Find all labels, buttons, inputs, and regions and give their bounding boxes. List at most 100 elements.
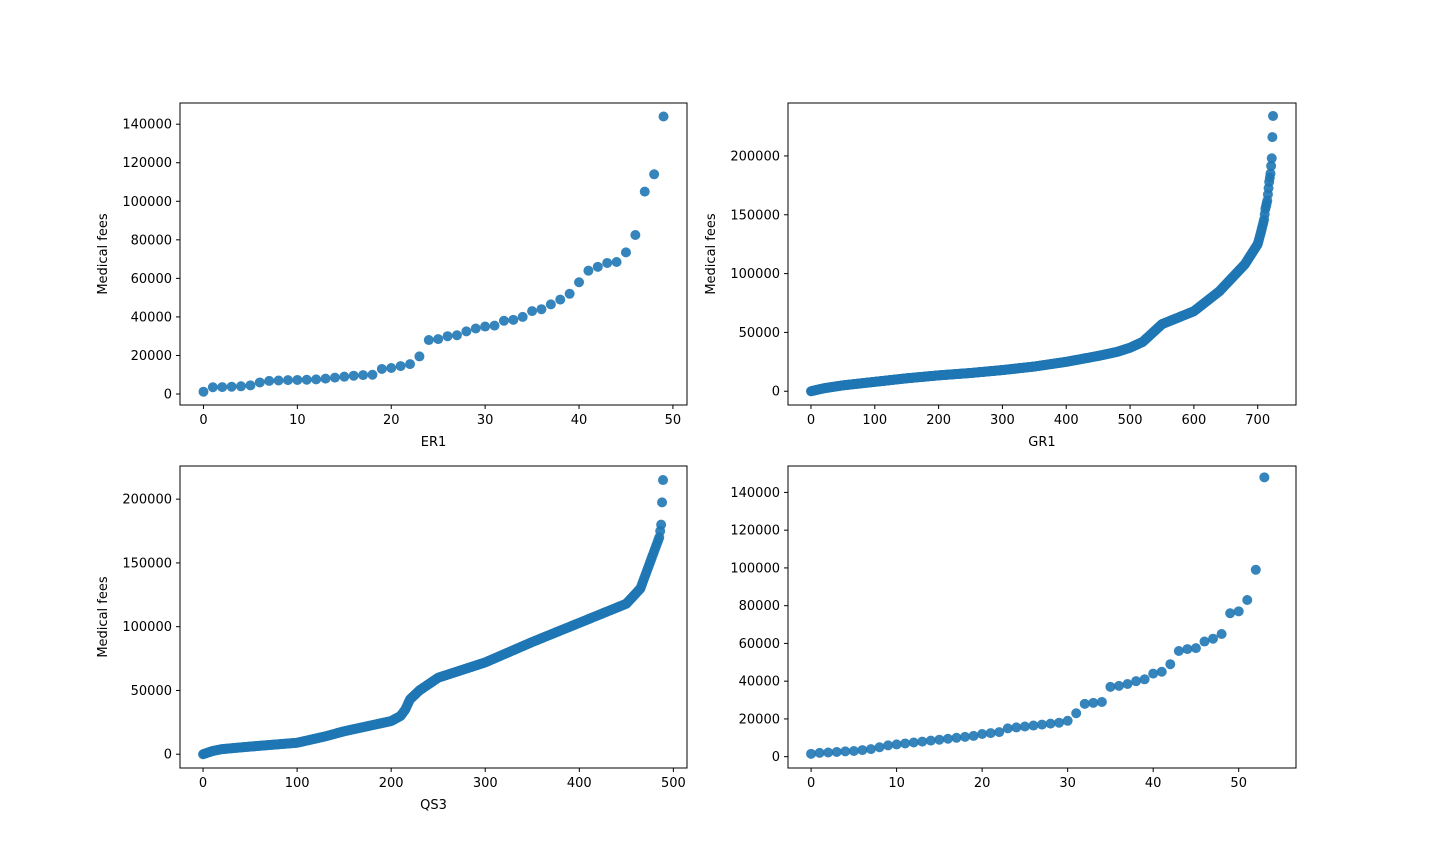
data-point (498, 315, 509, 326)
data-point (934, 734, 945, 745)
x-tick-label: 30 (477, 413, 494, 428)
data-point (555, 294, 566, 305)
data-point (1105, 681, 1116, 692)
data-point (386, 363, 397, 373)
data-point (1028, 720, 1039, 731)
data-point (1208, 633, 1219, 644)
data-point (883, 740, 894, 751)
data-point (311, 374, 322, 385)
data-point (433, 334, 444, 345)
data-point (461, 326, 472, 337)
data-point (282, 375, 293, 386)
scatter-series-fourth (806, 472, 1270, 759)
data-point (592, 261, 603, 272)
x-axis-label-qs3: QS3 (420, 798, 447, 813)
scatter-series-gr1 (805, 110, 1279, 397)
data-point (1079, 698, 1090, 709)
y-tick-label: 0 (164, 748, 172, 763)
data-point (951, 732, 962, 743)
axes-frame-gr1 (787, 102, 1297, 406)
data-point (1173, 645, 1184, 656)
axes-frame-fourth (787, 465, 1297, 769)
x-tick-label: 0 (807, 776, 815, 791)
data-point (823, 747, 834, 758)
data-point (1096, 696, 1107, 707)
data-point (1002, 723, 1013, 734)
x-tick-label: 400 (567, 776, 592, 791)
data-point (814, 747, 825, 758)
x-tick-label: 50 (665, 413, 682, 428)
data-point (658, 111, 669, 122)
subplot-gr1: 0 100 200 300 400 500 600 700 0 50000 100000 15000… (704, 102, 1297, 450)
subplot-er1: 0 10 20 30 40 50 0 20000 40000 60000 80000 100000 1… (96, 102, 688, 450)
scatter-series-er1 (198, 111, 669, 397)
data-point (348, 370, 359, 381)
x-tick-label: 10 (289, 413, 306, 428)
data-point (405, 359, 416, 370)
data-point (602, 257, 613, 268)
data-point (985, 728, 996, 739)
data-point (226, 381, 237, 392)
data-point (831, 746, 842, 757)
data-point (1148, 668, 1159, 679)
x-tick-label: 10 (888, 776, 905, 791)
data-point (848, 746, 859, 757)
y-tick-label: 100000 (730, 561, 780, 576)
data-point (217, 382, 228, 393)
x-tick-label: 500 (1118, 413, 1143, 428)
data-point (574, 277, 585, 288)
data-point (891, 739, 902, 750)
data-point (1259, 472, 1270, 483)
data-point (1054, 717, 1065, 728)
data-point (1113, 680, 1124, 691)
data-point (1062, 715, 1073, 726)
x-tick-label: 200 (926, 413, 951, 428)
data-point (1199, 636, 1210, 647)
data-point (527, 306, 538, 317)
y-tick-label: 100000 (730, 267, 780, 282)
data-point (1216, 628, 1227, 639)
data-point (925, 735, 936, 746)
data-point (480, 321, 491, 332)
data-point (1088, 697, 1099, 708)
x-tick-label: 30 (1059, 776, 1076, 791)
data-point (376, 363, 387, 374)
y-tick-label: 140000 (122, 118, 172, 133)
y-tick-label: 200000 (730, 149, 780, 164)
data-point (657, 497, 668, 508)
data-point (917, 736, 928, 747)
y-tick-label: 20000 (739, 712, 780, 727)
x-tick-label: 40 (1145, 776, 1162, 791)
data-point (900, 738, 911, 749)
data-point (656, 519, 667, 530)
data-point (908, 737, 919, 748)
x-tick-label: 20 (383, 413, 400, 428)
y-tick-label: 150000 (730, 208, 780, 223)
x-tick-label: 0 (199, 776, 207, 791)
x-tick-label: 40 (571, 413, 588, 428)
data-point (1233, 606, 1244, 617)
data-point (1011, 722, 1022, 733)
data-point (1250, 564, 1261, 575)
data-point (977, 729, 988, 740)
data-point (292, 374, 303, 385)
data-point (301, 374, 312, 385)
data-point (1131, 676, 1142, 687)
data-point (1156, 666, 1167, 677)
x-tick-label: 100 (862, 413, 887, 428)
y-tick-label: 50000 (739, 326, 780, 341)
data-point (649, 169, 660, 180)
data-point (264, 375, 275, 386)
data-point (470, 323, 481, 334)
y-tick-label: 60000 (739, 637, 780, 652)
scatter-series-qs3 (198, 475, 669, 760)
data-point (1267, 132, 1278, 143)
data-point (1182, 644, 1193, 655)
data-point (806, 748, 817, 759)
data-point (423, 335, 434, 346)
y-ticks-gr1: 0 50000 100000 150000 200000 (730, 149, 788, 400)
data-point (840, 746, 851, 757)
data-point (320, 373, 331, 384)
data-point (1037, 719, 1047, 730)
